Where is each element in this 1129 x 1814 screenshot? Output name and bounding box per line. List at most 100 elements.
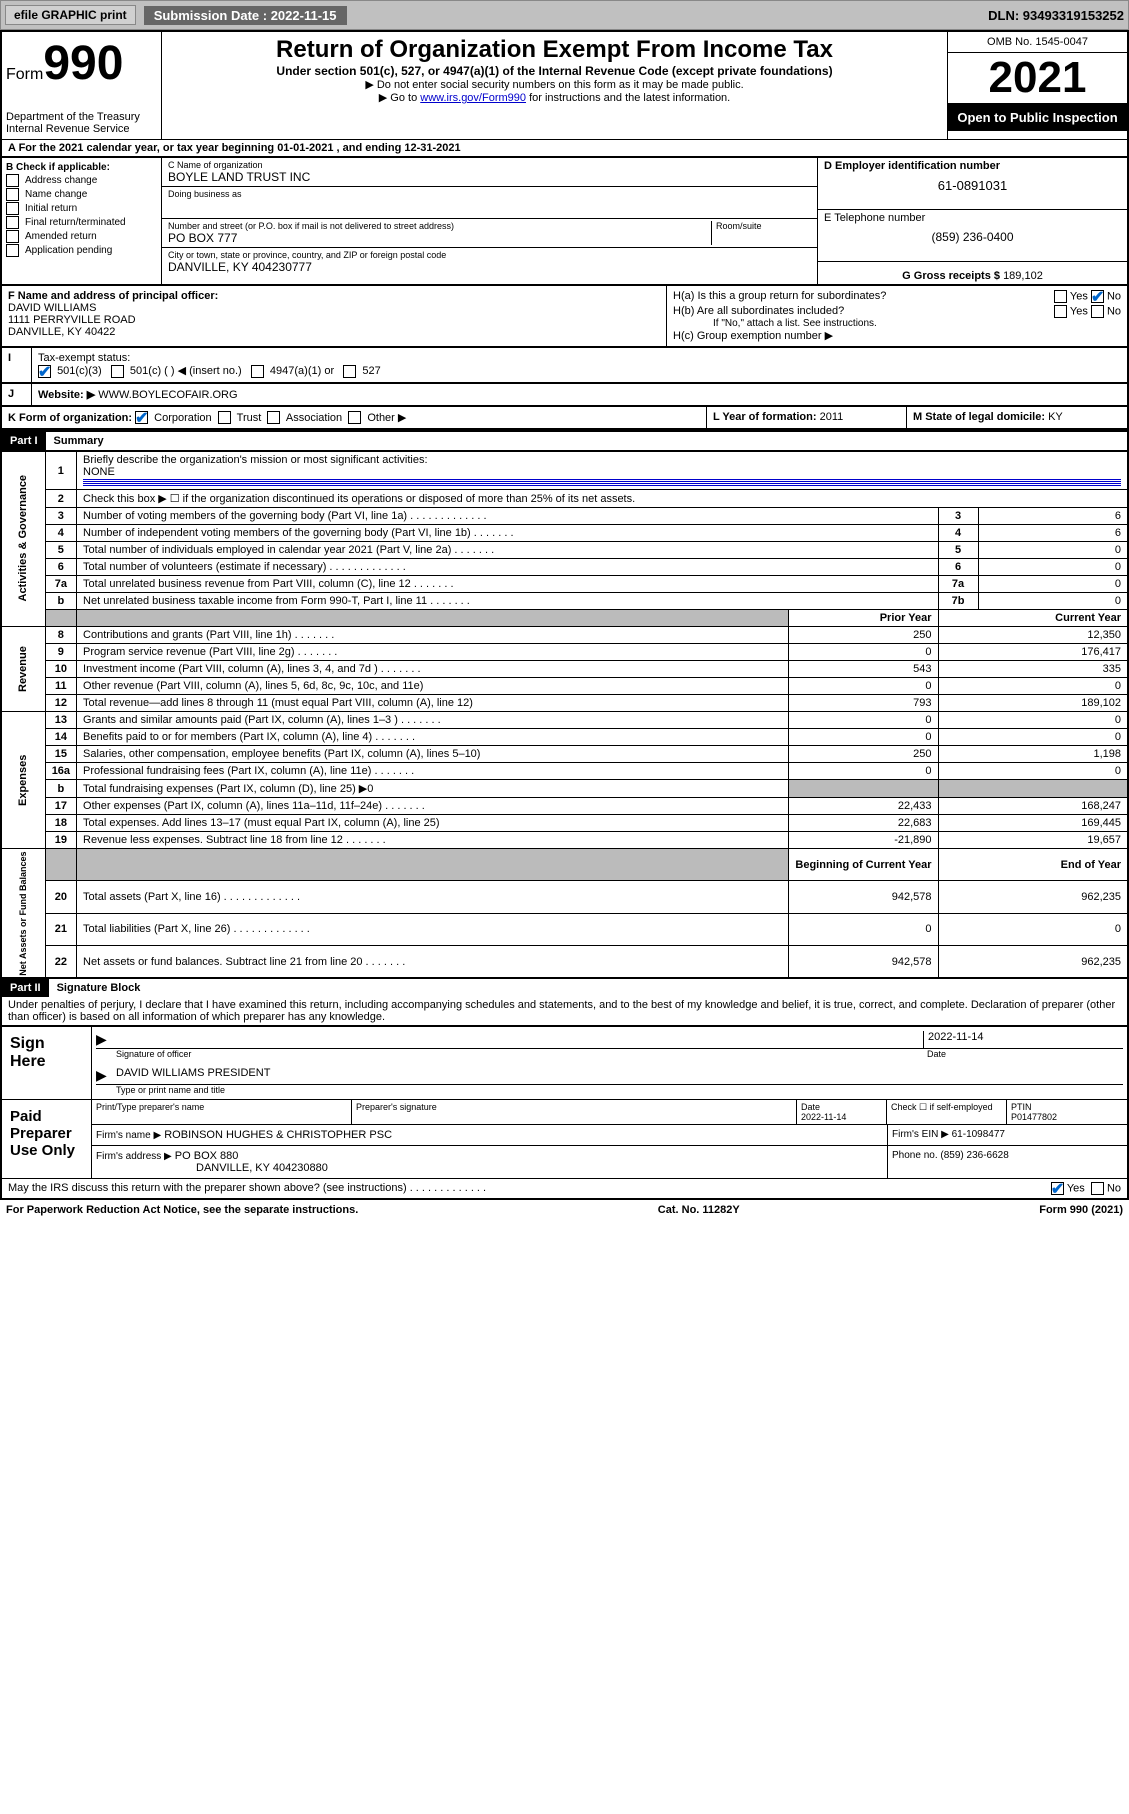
ein-label: D Employer identification number	[824, 160, 1121, 172]
exp16a-desc: Professional fundraising fees (Part IX, …	[77, 763, 788, 780]
instr-ssn: ▶ Do not enter social security numbers o…	[166, 78, 943, 91]
officer-name-val: DAVID WILLIAMS PRESIDENT	[116, 1067, 1123, 1084]
row5-desc: Total number of individuals employed in …	[77, 542, 938, 559]
tax-year: 2021	[948, 53, 1127, 104]
prep-name-label: Print/Type preparer's name	[92, 1100, 352, 1124]
row3-val: 6	[978, 508, 1128, 525]
firm-city: DANVILLE, KY 404230880	[96, 1162, 328, 1174]
irs-link[interactable]: www.irs.gov/Form990	[420, 92, 526, 104]
na22-desc: Net assets or fund balances. Subtract li…	[77, 945, 788, 978]
part2-header-row: Part II Signature Block	[0, 979, 1129, 997]
rev8-desc: Contributions and grants (Part VIII, lin…	[77, 627, 788, 644]
cb-corp[interactable]	[135, 411, 148, 424]
gross-val: 189,102	[1003, 270, 1043, 282]
efile-button[interactable]: efile GRAPHIC print	[5, 5, 136, 25]
footer: For Paperwork Reduction Act Notice, see …	[0, 1200, 1129, 1220]
q1-label: Briefly describe the organization's miss…	[83, 454, 427, 466]
website-val: WWW.BOYLECOFAIR.ORG	[98, 389, 237, 401]
cb-amended[interactable]: Amended return	[6, 230, 157, 243]
q1-val: NONE	[83, 466, 115, 478]
dba-label: Doing business as	[168, 189, 811, 199]
cb-name-change[interactable]: Name change	[6, 188, 157, 201]
officer-name: DAVID WILLIAMS	[8, 302, 660, 314]
firm-addr: PO BOX 880	[175, 1150, 239, 1162]
row6-desc: Total number of volunteers (estimate if …	[77, 559, 938, 576]
prior-year-header: Prior Year	[788, 610, 938, 627]
cb-final-return[interactable]: Final return/terminated	[6, 216, 157, 229]
prep-sig-label: Preparer's signature	[352, 1100, 797, 1124]
row7a-desc: Total unrelated business revenue from Pa…	[77, 576, 938, 593]
i-label: I	[2, 348, 32, 382]
cb-other[interactable]	[348, 411, 361, 424]
cb-app-pending[interactable]: Application pending	[6, 244, 157, 257]
end-year-header: End of Year	[938, 849, 1128, 881]
row4-desc: Number of independent voting members of …	[77, 525, 938, 542]
ha-yes[interactable]	[1054, 290, 1067, 303]
exp18-desc: Total expenses. Add lines 13–17 (must eq…	[77, 815, 788, 832]
cb-initial-return[interactable]: Initial return	[6, 202, 157, 215]
part1-header-row: Part I Summary	[0, 430, 1129, 450]
form-ref: Form 990 (2021)	[1039, 1204, 1123, 1216]
ein-val: 61-0891031	[824, 178, 1121, 193]
discuss-no[interactable]	[1091, 1182, 1104, 1195]
exp19-desc: Revenue less expenses. Subtract line 18 …	[77, 832, 788, 849]
exp17-desc: Other expenses (Part IX, column (A), lin…	[77, 798, 788, 815]
addr-label: Number and street (or P.O. box if mail i…	[168, 221, 711, 231]
form-number: Form990	[6, 36, 157, 91]
officer-label: F Name and address of principal officer:	[8, 290, 660, 302]
sig-date-val: 2022-11-14	[923, 1031, 1123, 1048]
ha-no[interactable]	[1091, 290, 1104, 303]
l-label: L Year of formation:	[713, 411, 817, 423]
j-label: J	[2, 384, 32, 405]
vert-governance: Activities & Governance	[1, 451, 45, 627]
prep-date-val: 2022-11-14	[801, 1112, 846, 1122]
hb-no[interactable]	[1091, 305, 1104, 318]
rev10-desc: Investment income (Part VIII, column (A)…	[77, 661, 788, 678]
row7b-desc: Net unrelated business taxable income fr…	[77, 593, 938, 610]
firm-name: ROBINSON HUGHES & CHRISTOPHER PSC	[164, 1129, 392, 1141]
discuss-yes[interactable]	[1051, 1182, 1064, 1195]
sign-here-label: Sign Here	[2, 1027, 92, 1099]
part1-title: Summary	[46, 432, 112, 450]
dept-treasury: Department of the Treasury	[6, 111, 157, 123]
row4-val: 6	[978, 525, 1128, 542]
cb-527[interactable]	[343, 365, 356, 378]
hb-yes[interactable]	[1054, 305, 1067, 318]
vert-netassets: Net Assets or Fund Balances	[1, 849, 45, 979]
cb-501c3[interactable]	[38, 365, 51, 378]
rev9-desc: Program service revenue (Part VIII, line…	[77, 644, 788, 661]
row-j: J Website: ▶ WWW.BOYLECOFAIR.ORG	[0, 382, 1129, 405]
k-label: K Form of organization:	[8, 412, 132, 424]
omb-number: OMB No. 1545-0047	[948, 32, 1127, 53]
sig-date-label: Date	[923, 1049, 1123, 1059]
firm-ein: 61-1098477	[952, 1129, 1005, 1140]
m-label: M State of legal domicile:	[913, 411, 1045, 423]
form-header: Form990 Department of the Treasury Inter…	[0, 30, 1129, 139]
cb-trust[interactable]	[218, 411, 231, 424]
website-label: Website: ▶	[38, 389, 95, 401]
city-label: City or town, state or province, country…	[168, 250, 811, 260]
gross-label: G Gross receipts $	[902, 270, 1000, 282]
org-name-label: C Name of organization	[168, 160, 811, 170]
part2-title: Signature Block	[49, 979, 149, 997]
open-public: Open to Public Inspection	[948, 104, 1127, 131]
tax-exempt-label: Tax-exempt status:	[38, 352, 130, 364]
rev8-curr: 12,350	[938, 627, 1128, 644]
exp16b-desc: Total fundraising expenses (Part IX, col…	[77, 780, 788, 798]
signature-block: Sign Here ▶ 2022-11-14 Signature of offi…	[0, 1025, 1129, 1200]
row7a-val: 0	[978, 576, 1128, 593]
rev8-prior: 250	[788, 627, 938, 644]
org-info-grid: B Check if applicable: Address change Na…	[0, 156, 1129, 284]
cb-assoc[interactable]	[267, 411, 280, 424]
part2-header: Part II	[2, 979, 49, 997]
cb-address-change[interactable]: Address change	[6, 174, 157, 187]
exp14-desc: Benefits paid to or for members (Part IX…	[77, 729, 788, 746]
begin-year-header: Beginning of Current Year	[788, 849, 938, 881]
irs-label: Internal Revenue Service	[6, 123, 157, 135]
sig-officer-label: Signature of officer	[116, 1049, 923, 1059]
self-emp: Check ☐ if self-employed	[887, 1100, 1007, 1124]
discuss-label: May the IRS discuss this return with the…	[8, 1182, 486, 1195]
cb-501c[interactable]	[111, 365, 124, 378]
cb-4947[interactable]	[251, 365, 264, 378]
exp15-desc: Salaries, other compensation, employee b…	[77, 746, 788, 763]
